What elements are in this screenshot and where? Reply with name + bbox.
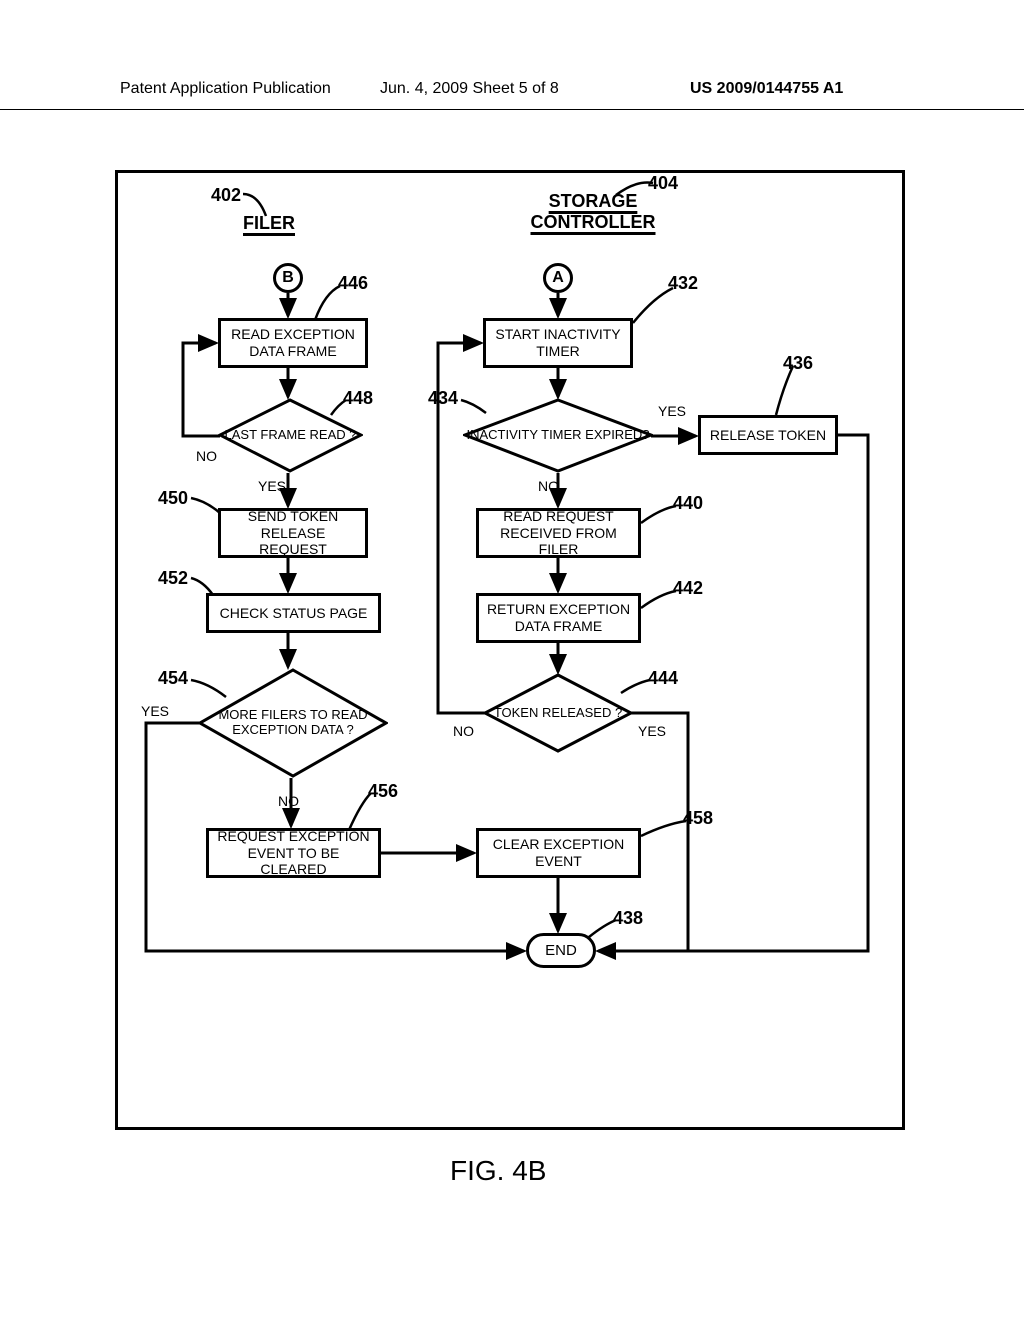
ref-434: 434 xyxy=(428,388,458,409)
diamond-448-text: LAST FRAME READ ? xyxy=(225,428,357,443)
label-448-no: NO xyxy=(196,448,217,464)
diamond-434-text: INACTIVITY TIMER EXPIRED? xyxy=(466,428,649,443)
diamond-454-text: MORE FILERS TO READ EXCEPTION DATA ? xyxy=(198,708,388,738)
diamond-444: TOKEN RELEASED ? xyxy=(483,673,633,753)
diamond-434: INACTIVITY TIMER EXPIRED? xyxy=(463,398,653,473)
label-444-no: NO xyxy=(453,723,474,739)
header-center: Jun. 4, 2009 Sheet 5 of 8 xyxy=(380,80,559,98)
leader-442 xyxy=(638,586,678,611)
leader-454 xyxy=(188,675,228,700)
connector-a-label: A xyxy=(552,269,564,287)
connector-a: A xyxy=(543,263,573,293)
leader-402 xyxy=(238,191,278,219)
ref-454: 454 xyxy=(158,668,188,689)
label-434-no: NO xyxy=(538,478,559,494)
label-444-yes: YES xyxy=(638,723,666,739)
leader-456 xyxy=(346,788,376,833)
header-left: Patent Application Publication xyxy=(120,80,331,98)
ref-402: 402 xyxy=(211,185,241,206)
leader-434 xyxy=(458,395,488,417)
diamond-444-text: TOKEN RELEASED ? xyxy=(494,706,622,721)
leader-448 xyxy=(328,395,353,420)
page-header: Patent Application Publication Jun. 4, 2… xyxy=(0,80,1024,110)
leader-440 xyxy=(638,501,678,526)
box-436-text: RELEASE TOKEN xyxy=(710,427,826,444)
leader-438 xyxy=(586,915,621,940)
flow-lines xyxy=(118,173,908,1133)
box-436: RELEASE TOKEN xyxy=(698,415,838,455)
label-434-yes: YES xyxy=(658,403,686,419)
leader-452 xyxy=(188,573,218,598)
box-456: REQUEST EXCEPTION EVENT TO BE CLEARED xyxy=(206,828,381,878)
ref-452: 452 xyxy=(158,568,188,589)
leader-436 xyxy=(773,363,798,418)
box-432: START INACTIVITY TIMER xyxy=(483,318,633,368)
box-432-text: START INACTIVITY TIMER xyxy=(490,326,626,360)
label-448-yes: YES xyxy=(258,478,286,494)
connector-b: B xyxy=(273,263,303,293)
box-450-text: SEND TOKEN RELEASE REQUEST xyxy=(225,508,361,558)
box-440-text: READ REQUEST RECEIVED FROM FILER xyxy=(483,508,634,558)
connector-b-label: B xyxy=(282,269,294,287)
box-450: SEND TOKEN RELEASE REQUEST xyxy=(218,508,368,558)
box-440: READ REQUEST RECEIVED FROM FILER xyxy=(476,508,641,558)
box-446-text: READ EXCEPTION DATA FRAME xyxy=(225,326,361,360)
box-446: READ EXCEPTION DATA FRAME xyxy=(218,318,368,368)
box-442-text: RETURN EXCEPTION DATA FRAME xyxy=(483,601,634,635)
diagram-frame: FILER STORAGE CONTROLLER 402 404 B READ … xyxy=(115,170,905,1130)
leader-444 xyxy=(618,675,653,697)
leader-446 xyxy=(310,278,345,323)
ref-450: 450 xyxy=(158,488,188,509)
box-456-text: REQUEST EXCEPTION EVENT TO BE CLEARED xyxy=(213,828,374,878)
leader-404 xyxy=(608,175,658,200)
label-454-yes: YES xyxy=(141,703,169,719)
leader-432 xyxy=(628,283,678,325)
leader-450 xyxy=(188,493,223,518)
terminal-end-text: END xyxy=(545,942,577,959)
box-458: CLEAR EXCEPTION EVENT xyxy=(476,828,641,878)
box-452: CHECK STATUS PAGE xyxy=(206,593,381,633)
label-454-no: NO xyxy=(278,793,299,809)
box-452-text: CHECK STATUS PAGE xyxy=(220,605,368,622)
header-right: US 2009/0144755 A1 xyxy=(690,80,843,98)
leader-458 xyxy=(638,816,688,841)
figure-caption: FIG. 4B xyxy=(450,1155,546,1187)
box-458-text: CLEAR EXCEPTION EVENT xyxy=(483,836,634,870)
box-442: RETURN EXCEPTION DATA FRAME xyxy=(476,593,641,643)
